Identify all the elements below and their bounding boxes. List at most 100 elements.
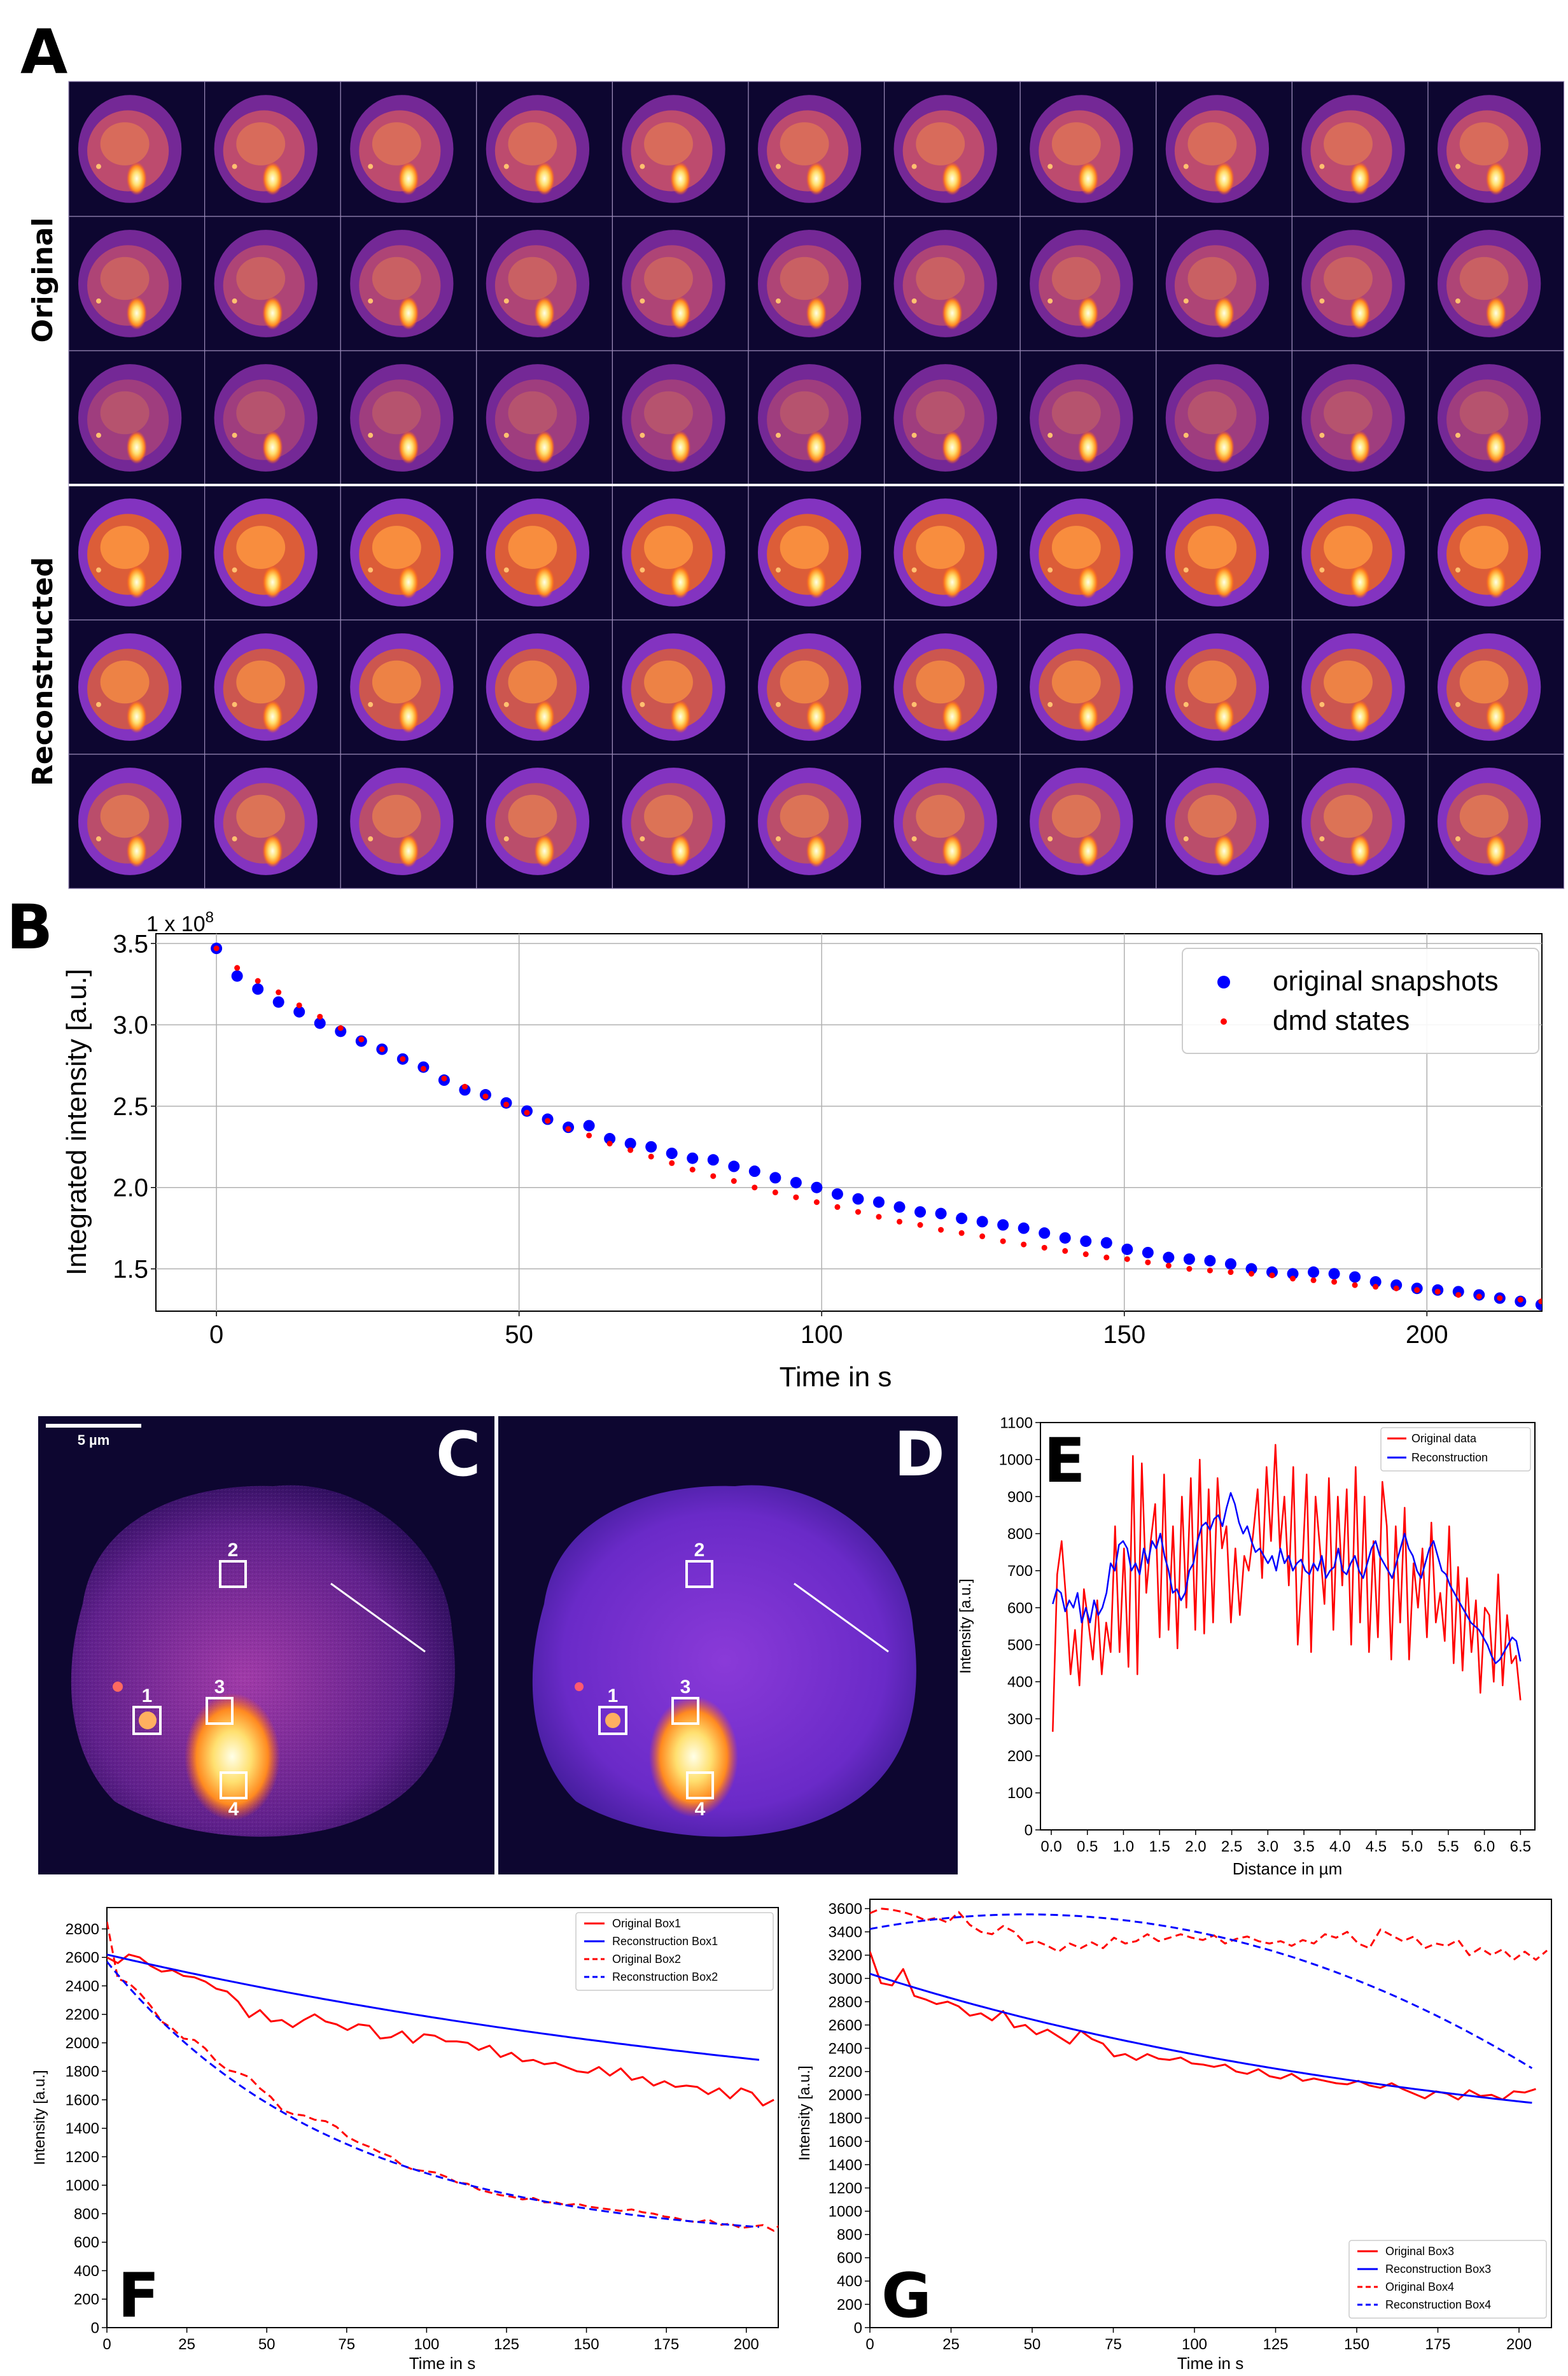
micrograph-cell-core (780, 257, 829, 300)
x-tick-label: 100 (1182, 2336, 1207, 2353)
data-point-dmd (669, 1160, 675, 1166)
data-point-dmd (979, 1233, 986, 1239)
chart-f: 0 25 50 75 100 125 150 175 200 0 200 400 600 800 1000… (31, 1907, 779, 2373)
micrograph-cell-inner (1174, 783, 1257, 864)
micrograph-cell-core (1051, 257, 1101, 300)
micrograph-cell-core (644, 122, 693, 165)
micrograph-hotspot (806, 430, 827, 464)
data-point-dmd (813, 1199, 820, 1206)
row-label-original: Original (27, 218, 59, 343)
data-point-original (1287, 1268, 1299, 1280)
y-tick-label: 1000 (829, 2204, 862, 2221)
y-tick-label: 800 (74, 2205, 99, 2223)
data-point-dmd (1290, 1276, 1296, 1282)
micrograph-hotspot (806, 565, 827, 599)
chart-e-marks (1052, 1444, 1522, 1732)
data-point-dmd (1434, 1288, 1441, 1295)
micrograph-cell-core (1459, 257, 1509, 300)
data-point-dmd (689, 1167, 696, 1173)
data-point-dmd (503, 1101, 509, 1107)
micrograph-hotspot (126, 430, 147, 464)
micrograph-hotspot (670, 699, 691, 733)
micrograph-spot (503, 298, 509, 304)
micrograph-hotspot (262, 565, 283, 599)
data-point-dmd (234, 965, 241, 971)
x-tick-label: 200 (1506, 2336, 1532, 2353)
micrograph-cell-inner (631, 245, 713, 326)
data-point-original (956, 1213, 968, 1225)
profile-original-line (1052, 1444, 1522, 1732)
panel-c-profile-line (330, 1582, 426, 1653)
y-tick-label: 3000 (829, 1971, 862, 1988)
data-point-original (769, 1172, 781, 1184)
data-point-dmd (1186, 1266, 1193, 1272)
x-tick-label: 125 (1263, 2336, 1288, 2353)
line-original-box2 (107, 1922, 778, 2232)
x-tick-label: 5.0 (1401, 1838, 1422, 1855)
x-tick-label: 1.0 (1113, 1838, 1134, 1855)
x-tick-label: 6.0 (1474, 1838, 1495, 1855)
micrograph-spot (1319, 298, 1325, 304)
micrograph-cell-core (1187, 526, 1237, 569)
micrograph-cell-core (100, 391, 150, 435)
data-point-original (852, 1193, 864, 1205)
data-point-dmd (834, 1204, 841, 1210)
roi-label-3-c: 3 (214, 1677, 225, 1698)
micrograph-cell-core (780, 122, 829, 165)
x-tick-label: 0 (865, 2336, 874, 2353)
chart-b-legend-label-0: original snapshots (1273, 966, 1499, 997)
micrograph-hotspot (1078, 699, 1098, 733)
chart-b-legend-swatch-1 (1221, 1018, 1227, 1025)
roi-box-4-c (220, 1771, 248, 1799)
micrograph-hotspot (262, 834, 283, 868)
micrograph-cell-inner (767, 110, 849, 192)
micrograph-cell-inner (223, 110, 305, 192)
micrograph-cell-core (644, 660, 693, 704)
panel-label-e: E (1044, 1425, 1086, 1496)
micrograph-hotspot (806, 162, 827, 195)
y-tick-label: 800 (1007, 1526, 1033, 1543)
x-tick-label: 150 (574, 2336, 599, 2353)
micrograph-hotspot (398, 296, 419, 330)
data-point-original (1142, 1246, 1154, 1258)
micrograph-cell-core (236, 660, 286, 704)
scale-bar-label: 5 µm (78, 1432, 110, 1448)
data-point-dmd (917, 1222, 923, 1228)
data-point-original (1163, 1251, 1175, 1263)
chart-f-legend-box (575, 1912, 774, 1991)
data-point-dmd (400, 1056, 406, 1062)
micrograph-cell-core (916, 391, 965, 435)
micrograph-cell-core (916, 526, 965, 569)
micrograph-cell-inner (1310, 245, 1392, 326)
micrograph-cell-core (100, 122, 150, 165)
chart-g-yticks: 0 200 400 600 800 1000 1200 1400 1600 1800 2000 220… (829, 1901, 870, 2337)
data-point-dmd (606, 1141, 613, 1147)
micrograph-cell-core (372, 122, 421, 165)
data-point-dmd (731, 1178, 737, 1184)
micrograph-cell-core (1324, 526, 1373, 569)
micrograph-cell-inner (1446, 245, 1529, 326)
micrograph-hotspot (534, 296, 555, 330)
micrograph-hotspot (670, 430, 691, 464)
micrograph-cell-core (916, 660, 965, 704)
data-point-dmd (958, 1230, 965, 1236)
data-point-dmd (1062, 1248, 1068, 1254)
micrograph-cell-core (508, 122, 557, 165)
data-point-original (1349, 1271, 1361, 1283)
micrograph-hotspot (262, 430, 283, 464)
micrograph-cell-inner (1039, 245, 1121, 326)
data-point-dmd (1538, 1298, 1542, 1305)
y-tick-label: 3.5 (113, 930, 148, 958)
x-tick-label: 1.5 (1149, 1838, 1170, 1855)
micrograph-cell-inner (902, 379, 984, 460)
x-tick-label: 50 (1024, 2336, 1041, 2353)
data-point-original (335, 1025, 347, 1037)
data-point-dmd (1165, 1262, 1172, 1269)
y-tick-label: 3200 (829, 1947, 862, 1964)
x-tick-label: 75 (338, 2336, 355, 2353)
micrograph-hotspot (398, 834, 419, 868)
micrograph-cell-core (780, 526, 829, 569)
data-point-dmd (1497, 1295, 1503, 1302)
data-point-dmd (1103, 1255, 1110, 1261)
chart-f-ylabel: Intensity [a.u.] (31, 2070, 48, 2165)
